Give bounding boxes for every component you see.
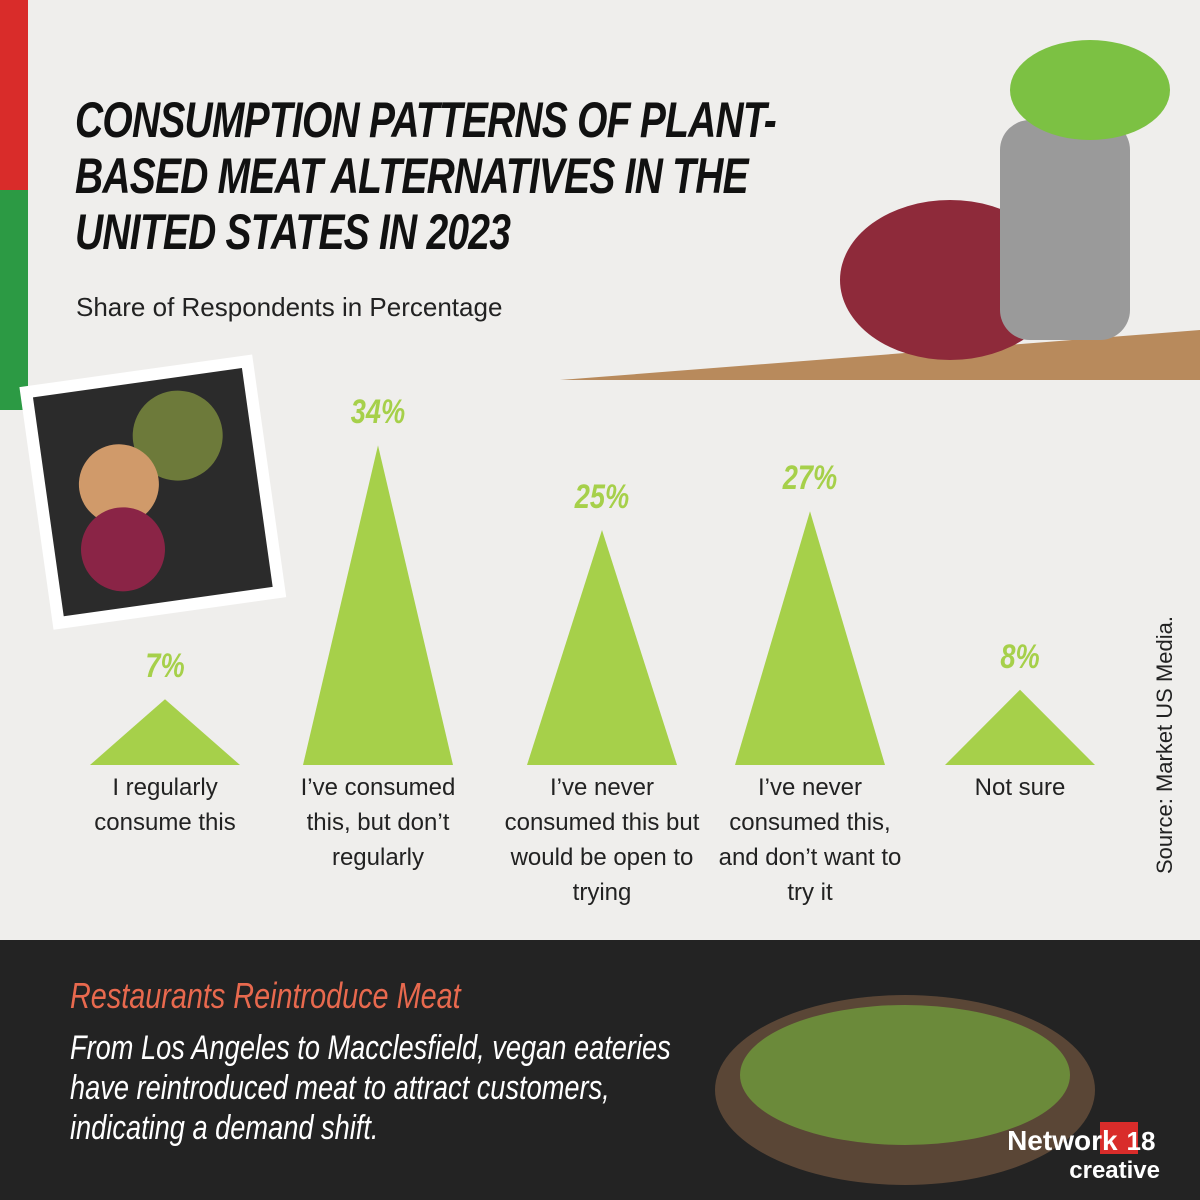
value-label: 8% — [1000, 637, 1040, 676]
logo-name: Network — [1007, 1125, 1118, 1156]
triangle — [735, 511, 885, 765]
photo — [19, 354, 287, 630]
triangle — [945, 689, 1095, 765]
footer-text: From Los Angeles to Macclesfield, vegan … — [70, 1029, 671, 1147]
logo-box — [1100, 1122, 1138, 1154]
green-strip — [0, 190, 28, 410]
source: Source: Market US Media. — [1152, 616, 1177, 874]
patty — [132, 390, 223, 481]
category-label: I’ve never consumed this but would be op… — [504, 774, 700, 906]
category-label: Not sure — [974, 774, 1066, 801]
value-label: 34% — [350, 393, 406, 432]
footer-heading: Restaurants Reintroduce Meat — [70, 975, 461, 1016]
category-label: I’ve never consumed this, and don’t want… — [718, 774, 902, 906]
category-label: I regularly consume this — [94, 774, 236, 836]
red-strip — [0, 0, 28, 190]
chart-subtitle: Share of Respondents in Percentage — [76, 292, 503, 322]
logo-tagline: creative — [1069, 1157, 1160, 1184]
value-label: 25% — [574, 478, 630, 516]
triangle — [90, 699, 240, 765]
logo: Network 18 creative — [1007, 1125, 1160, 1185]
value-label: 27% — [782, 459, 838, 498]
grinder — [1000, 120, 1130, 340]
triangle — [527, 530, 677, 765]
salad — [740, 1005, 1070, 1145]
patty — [80, 507, 165, 592]
board — [560, 330, 1200, 380]
chart-title: CONSUMPTION PATTERNS OF PLANT-BASED MEAT… — [75, 92, 777, 260]
patty — [78, 444, 159, 525]
logo-number: 18 — [1126, 1126, 1156, 1156]
triangle — [303, 445, 453, 765]
category-label: I’ve consumed this, but don’t regularly — [300, 774, 456, 871]
value-label: 7% — [145, 647, 185, 686]
lettuce — [1010, 40, 1170, 140]
